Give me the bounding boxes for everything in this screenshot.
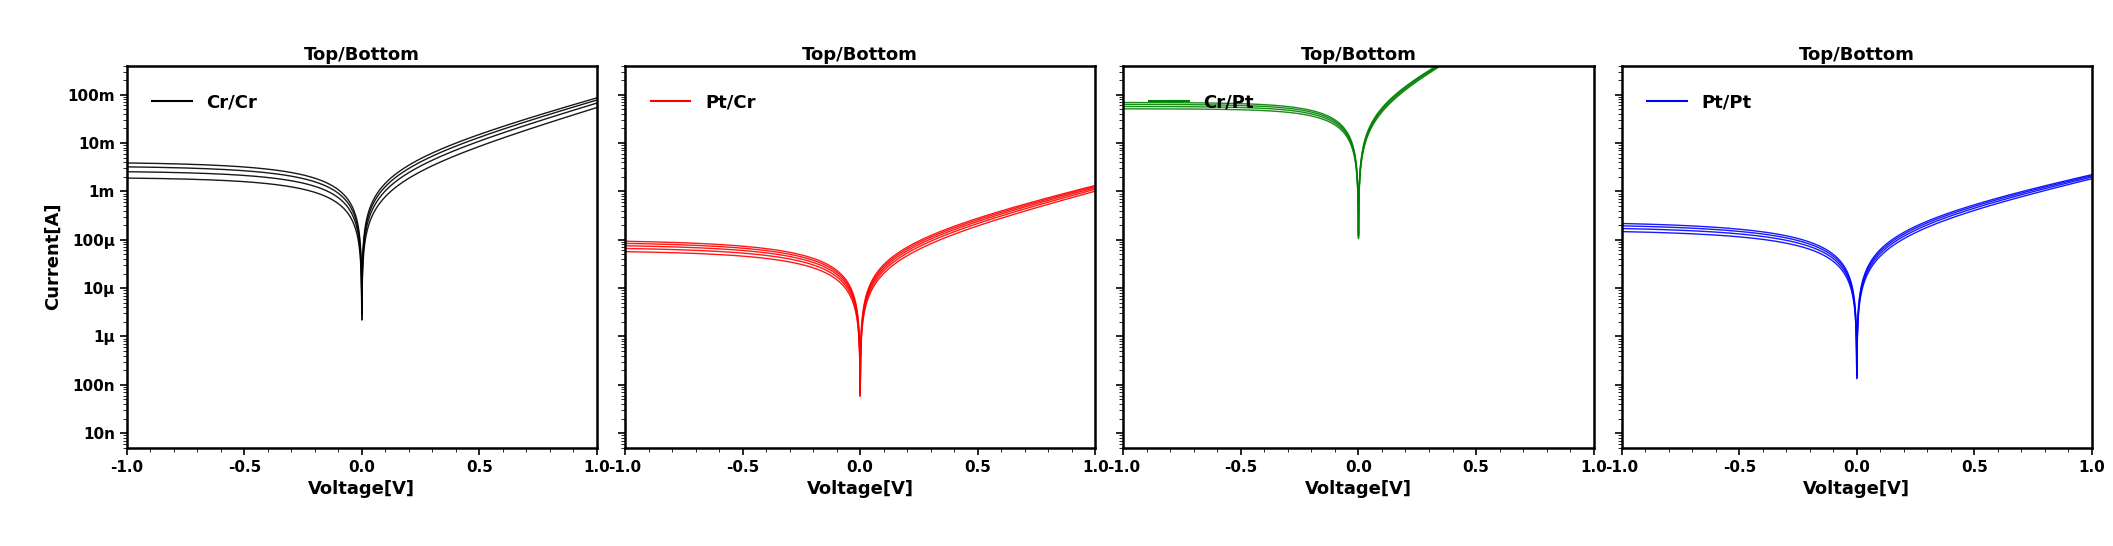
Title: Top/Bottom: Top/Bottom: [1798, 46, 1914, 64]
Y-axis label: Current[A]: Current[A]: [44, 203, 61, 310]
X-axis label: Voltage[V]: Voltage[V]: [807, 480, 913, 498]
Title: Top/Bottom: Top/Bottom: [803, 46, 919, 64]
Title: Top/Bottom: Top/Bottom: [304, 46, 420, 64]
X-axis label: Voltage[V]: Voltage[V]: [1306, 480, 1411, 498]
Legend: Cr/Pt: Cr/Pt: [1141, 86, 1261, 118]
Legend: Cr/Cr: Cr/Cr: [146, 86, 264, 118]
X-axis label: Voltage[V]: Voltage[V]: [308, 480, 416, 498]
Legend: Pt/Pt: Pt/Pt: [1640, 86, 1758, 118]
Legend: Pt/Cr: Pt/Cr: [644, 86, 763, 118]
Title: Top/Bottom: Top/Bottom: [1299, 46, 1416, 64]
X-axis label: Voltage[V]: Voltage[V]: [1802, 480, 1910, 498]
